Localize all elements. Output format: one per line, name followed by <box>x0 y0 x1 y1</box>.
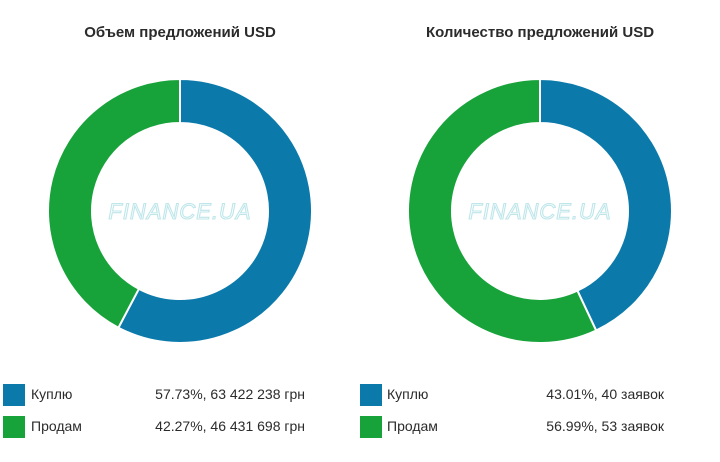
legend-value-buy: 57.73%, 63 422 238 грн <box>155 386 305 402</box>
count-chart-panel: Количество предложений USD FINANCE.UA Ку… <box>360 0 720 462</box>
legend-label-sell: Продам <box>387 418 438 434</box>
legend-label-sell: Продам <box>31 418 82 434</box>
slice-buy <box>539 77 673 332</box>
legend-swatch-sell <box>3 416 25 438</box>
volume-chart-title: Объем предложений USD <box>84 24 276 41</box>
legend-item-buy: Куплю 43.01%, 40 заявок <box>360 382 720 408</box>
legend-value-sell: 56.99%, 53 заявок <box>546 418 664 434</box>
slice-sell <box>407 77 598 344</box>
volume-chart-panel: Объем предложений USD FINANCE.UA Куплю 5… <box>0 24 360 440</box>
legend-swatch-sell <box>360 416 382 438</box>
legend-swatch-buy <box>3 384 25 406</box>
count-donut-chart: FINANCE.UA <box>407 77 673 344</box>
legend-value-sell: 42.27%, 46 431 698 грн <box>155 418 305 434</box>
legend-swatch-buy <box>360 384 382 406</box>
count-chart-title: Количество предложений USD <box>425 24 655 41</box>
slice-sell <box>47 77 181 330</box>
legend-value-buy: 43.01%, 40 заявок <box>546 386 664 402</box>
legend-item-buy: Куплю 57.73%, 63 422 238 грн <box>0 382 360 408</box>
legend-label-buy: Куплю <box>31 386 73 402</box>
slice-buy <box>117 77 313 344</box>
legend-label-buy: Куплю <box>387 386 429 402</box>
legend-item-sell: Продам 42.27%, 46 431 698 грн <box>0 414 360 440</box>
watermark-logo: FINANCE.UA <box>108 199 251 224</box>
watermark-logo: FINANCE.UA <box>468 199 611 224</box>
volume-donut-chart: FINANCE.UA <box>47 77 313 344</box>
legend-item-sell: Продам 56.99%, 53 заявок <box>360 414 720 440</box>
